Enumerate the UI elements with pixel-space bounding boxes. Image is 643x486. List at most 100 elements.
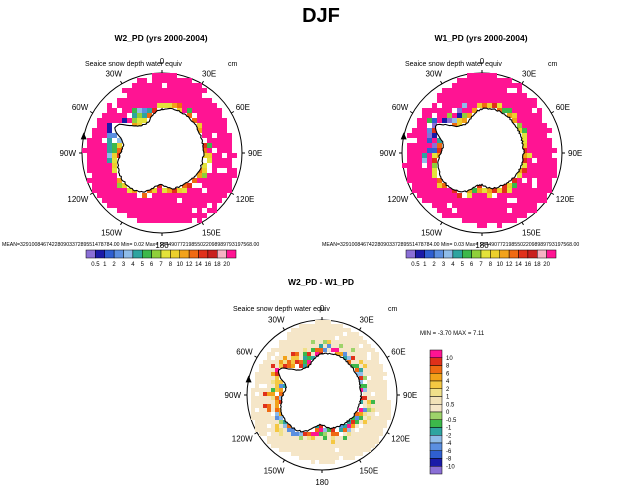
panel-w1-grid-cell: [532, 153, 537, 158]
panel-diff-grid-cell: [339, 436, 343, 440]
panel-diff-colorbar-label: -1: [446, 426, 452, 432]
panel-w1-grid-cell: [487, 193, 492, 198]
panel-w1-grid-cell: [422, 158, 427, 163]
panel-w2-grid-cell: [117, 183, 122, 188]
panel-diff-grid-cell: [359, 444, 363, 448]
panel-diff-grid-cell: [355, 440, 359, 444]
panel-w2-grid-cell: [112, 183, 117, 188]
panel-w2-grid-cell: [167, 73, 172, 78]
panel-w1-grid-cell: [537, 198, 542, 203]
panel-diff-grid-cell: [295, 336, 299, 340]
panel-diff-grid-cell: [299, 456, 303, 460]
panel-w1-grid-cell: [482, 103, 487, 108]
panel-diff-grid-cell: [355, 420, 359, 424]
panel-w1-grid-cell: [532, 163, 537, 168]
panel-w2-grid-cell: [142, 213, 147, 218]
panel-diff-grid-cell: [307, 444, 311, 448]
panel-w1-grid-cell: [427, 198, 432, 203]
panel-diff-grid-cell: [259, 412, 263, 416]
panel-w2-grid-cell: [102, 163, 107, 168]
panel-diff-grid-cell: [371, 352, 375, 356]
panel-diff-grid-cell: [315, 428, 319, 432]
panel-w1-grid-cell: [462, 98, 467, 103]
panel-w2-grid-cell: [212, 193, 217, 198]
panel-w2-grid-cell: [97, 168, 102, 173]
panel-diff-grid-cell: [279, 412, 283, 416]
panel-w1-grid-cell: [402, 163, 407, 168]
panel-diff-grid-cell: [387, 416, 391, 420]
panel-diff-grid-cell: [295, 356, 299, 360]
panel-w1-grid-cell: [532, 168, 537, 173]
panel-diff-grid-cell: [279, 356, 283, 360]
panel-diff-grid-cell: [271, 384, 275, 388]
panel-diff-grid-cell: [367, 404, 371, 408]
panel-w1-grid-cell: [442, 183, 447, 188]
panel-w1-lon-label: 90E: [568, 149, 582, 158]
panel-diff-grid-cell: [299, 340, 303, 344]
panel-diff-grid-cell: [259, 388, 263, 392]
panel-w1-grid-cell: [472, 73, 477, 78]
panel-w1-grid-cell: [412, 188, 417, 193]
panel-diff-grid-cell: [283, 340, 287, 344]
panel-w2-grid-cell: [197, 113, 202, 118]
panel-diff-grid-cell: [355, 340, 359, 344]
panel-diff-grid-cell: [351, 424, 355, 428]
panel-diff-grid-cell: [267, 380, 271, 384]
panel-diff-grid-cell: [311, 332, 315, 336]
panel-diff-grid-cell: [367, 436, 371, 440]
panel-w1-grid-cell: [482, 218, 487, 223]
panel-diff-lon-tick: [386, 355, 390, 358]
panel-w1-grid-cell: [507, 183, 512, 188]
panel-diff-grid-cell: [331, 460, 335, 464]
panel-diff-grid-cell: [319, 340, 323, 344]
panel-diff-grid-cell: [263, 408, 267, 412]
panel-w1-grid-cell: [532, 113, 537, 118]
panel-w1-grid-cell: [442, 103, 447, 108]
panel-diff-grid-cell: [375, 376, 379, 380]
panel-diff-grid-cell: [295, 332, 299, 336]
panel-w2-grid-cell: [102, 178, 107, 183]
panel-diff-grid-cell: [379, 400, 383, 404]
panel-w2-grid-cell: [222, 123, 227, 128]
panel-w1-stat-mean: 329100846742280903372895514787​84.00: [340, 242, 440, 248]
panel-w1-grid-cell: [517, 203, 522, 208]
panel-w2-grid-cell: [222, 158, 227, 163]
panel-w1-grid-cell: [542, 173, 547, 178]
panel-diff-grid-cell: [359, 348, 363, 352]
panel-diff-grid-cell: [363, 416, 367, 420]
panel-diff-grid-cell: [375, 436, 379, 440]
panel-w2-grid-cell: [127, 88, 132, 93]
panel-w2-grid-cell: [187, 198, 192, 203]
panel-w1-grid-cell: [492, 218, 497, 223]
panel-diff-grid-cell: [263, 368, 267, 372]
panel-w1-colorbar-label: 12: [506, 262, 513, 268]
panel-diff-grid-cell: [371, 384, 375, 388]
panel-diff-colorbar-swatch: [429, 373, 443, 382]
panel-diff-grid-cell: [275, 440, 279, 444]
panel-w2-grid-cell: [222, 193, 227, 198]
panel-w2-grid-cell: [142, 113, 147, 118]
panel-w1-grid-cell: [537, 108, 542, 113]
panel-w1-lon-tick: [440, 222, 443, 226]
panel-diff-grid-cell: [323, 328, 327, 332]
panel-w1-grid-cell: [407, 173, 412, 178]
panel-w2-coastline: [114, 107, 205, 193]
panel-w1-grid-cell: [467, 218, 472, 223]
panel-w2-grid-cell: [217, 153, 222, 158]
panel-diff-grid-cell: [259, 396, 263, 400]
panel-w1-cells: [402, 73, 557, 228]
panel-w1-grid-cell: [462, 93, 467, 98]
panel-diff-grid-cell: [283, 428, 287, 432]
panel-diff-grid-cell: [355, 368, 359, 372]
panel-w1-grid-cell: [547, 183, 552, 188]
panel-diff-grid-cell: [387, 412, 391, 416]
panel-w1-grid-cell: [542, 133, 547, 138]
panel-w2-grid-cell: [167, 193, 172, 198]
panel-diff-grid-cell: [263, 388, 267, 392]
panel-w1-grid-cell: [462, 113, 467, 118]
panel-w2-grid-cell: [167, 83, 172, 88]
panel-w2-grid-cell: [127, 213, 132, 218]
panel-w2-grid-cell: [102, 123, 107, 128]
panel-w2-grid-cell: [107, 188, 112, 193]
panel-w2-grid-cell: [187, 83, 192, 88]
